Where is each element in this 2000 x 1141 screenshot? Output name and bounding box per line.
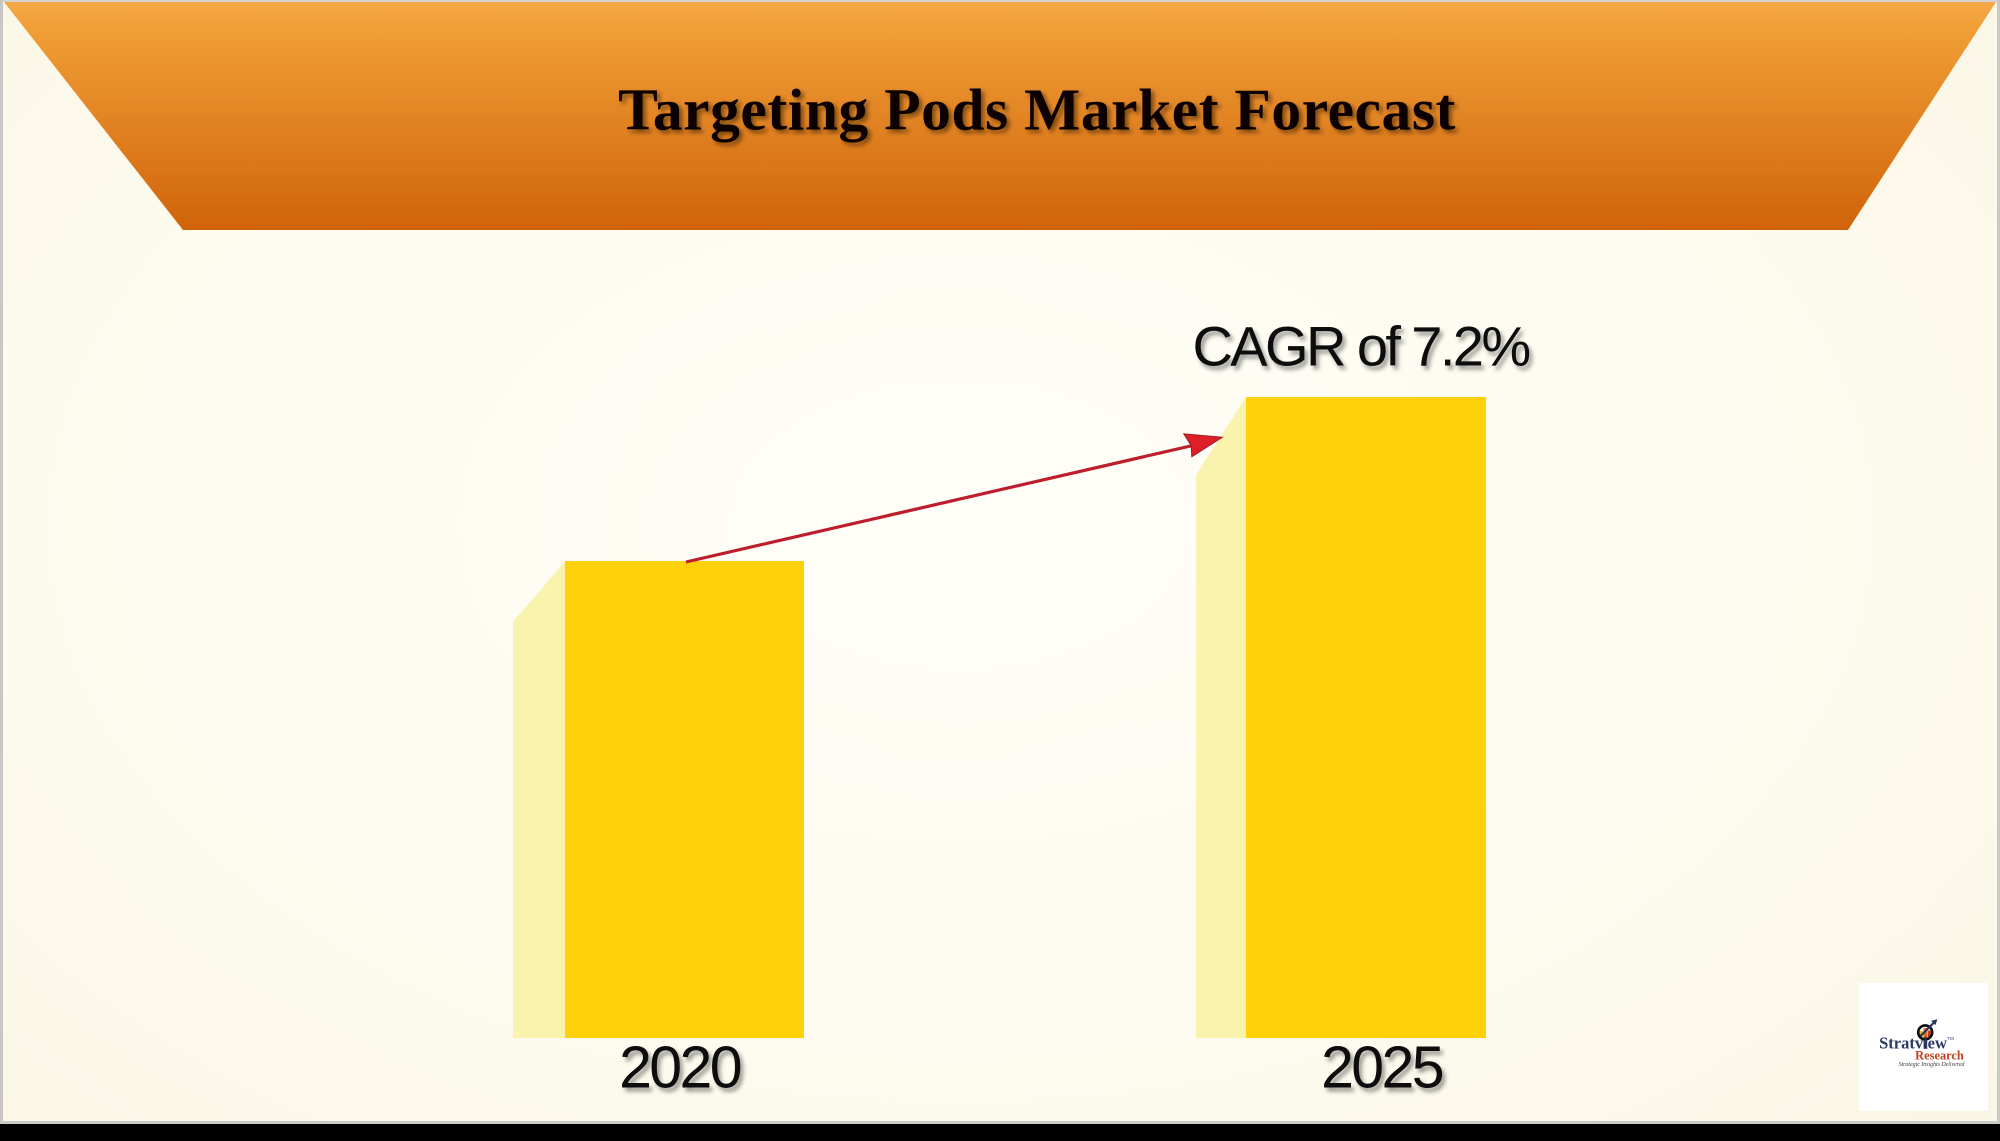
svg-text:Targeting Pods Market Forecast: Targeting Pods Market Forecast xyxy=(618,77,1456,143)
svg-text:2020: 2020 xyxy=(619,1035,741,1101)
svg-text:Strategic Insights Delivered: Strategic Insights Delivered xyxy=(1899,1062,1965,1068)
svg-text:CAGR of 7.2%: CAGR of 7.2% xyxy=(1192,315,1529,378)
svg-text:Research: Research xyxy=(1915,1048,1964,1062)
svg-text:TM: TM xyxy=(1947,1036,1954,1041)
svg-text:2025: 2025 xyxy=(1321,1035,1443,1101)
svg-text:Stratview: Stratview xyxy=(1879,1034,1947,1053)
